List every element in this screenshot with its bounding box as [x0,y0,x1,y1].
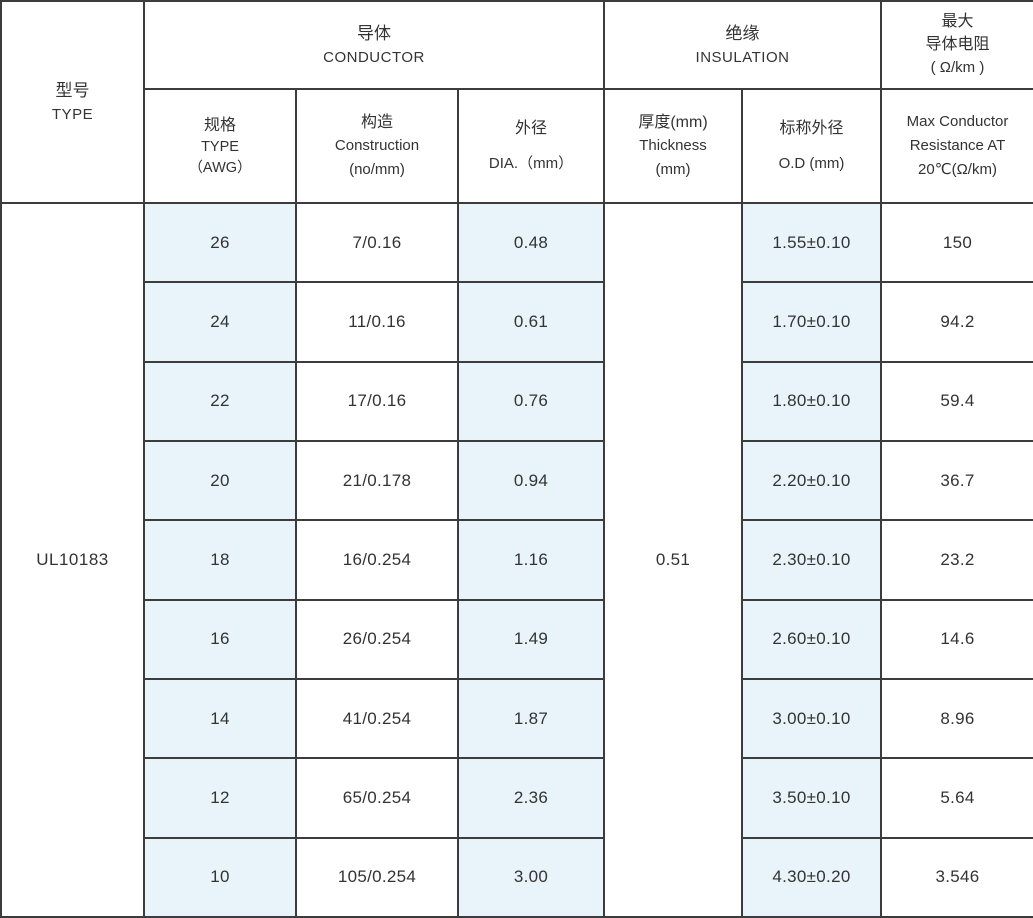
subheader-od: 标称外径 O.D (mm) [741,88,882,204]
subheader-awg-zh: 规格 [203,116,236,134]
awg-cell: 22 [143,360,297,442]
awg-cell: 14 [143,677,297,760]
table-row: 20 21/0.178 0.94 2.20±0.10 36.7 [1,439,1033,522]
table-row: 22 17/0.16 0.76 1.80±0.10 59.4 [1,360,1033,442]
resistance-cell: 5.64 [880,757,1033,839]
construction-cell: 17/0.16 [295,360,459,442]
awg-cell: 10 [143,836,297,918]
header-conductor-zh: 导体 [357,23,391,43]
resistance-cell: 23.2 [880,519,1033,601]
header-insulation-group: 绝缘 INSULATION [603,0,882,90]
type-value-cell: UL10183 [0,202,145,918]
subheader-thickness-zh: 厚度(mm) [638,113,708,131]
subheader-construction-en: Construction [334,136,420,154]
table-row: 14 41/0.254 1.87 3.00±0.10 8.96 [1,677,1033,760]
table-row: 24 11/0.16 0.61 1.70±0.10 94.2 [1,281,1033,363]
table-row: 10 105/0.254 3.00 4.30±0.20 3.546 [1,836,1033,918]
dia-cell: 2.36 [457,757,605,839]
awg-cell: 20 [143,439,297,522]
header-type: 型号 TYPE [0,0,145,204]
dia-cell: 0.48 [457,201,605,284]
header-type-zh: 型号 [55,80,90,100]
resistance-cell: 59.4 [880,360,1033,442]
awg-cell: 16 [143,598,297,680]
header-resistance-group: 最大 导体电阻 ( Ω/km ) [880,0,1033,90]
resistance-cell: 3.546 [880,836,1033,918]
dia-cell: 0.94 [457,439,605,522]
awg-cell: 26 [143,201,297,284]
awg-cell: 24 [143,281,297,363]
subheader-awg: 规格 TYPE （AWG） [143,88,297,204]
header-insulation-en: INSULATION [695,48,790,66]
dia-cell: 1.49 [457,598,605,680]
subheader-awg-en: TYPE [201,138,239,155]
header-resistance-zh-1: 最大 [941,13,974,30]
od-cell: 2.30±0.10 [741,519,882,601]
table-row: 18 16/0.254 1.16 2.30±0.10 23.2 [1,519,1033,601]
table-row: 16 26/0.254 1.49 2.60±0.10 14.6 [1,598,1033,680]
subheader-od-en: O.D (mm) [778,154,845,172]
construction-cell: 11/0.16 [295,281,459,363]
awg-cell: 12 [143,757,297,839]
subheader-resistance-line1: Max Conductor [906,113,1009,130]
subheader-dia: 外径 DIA.（mm） [457,88,605,204]
construction-cell: 7/0.16 [295,201,459,284]
awg-cell: 18 [143,519,297,601]
construction-cell: 105/0.254 [295,836,459,918]
subheader-dia-zh: 外径 [514,119,547,137]
subheader-thickness-en: Thickness [639,136,707,154]
dia-cell: 3.00 [457,836,605,918]
thickness-value-cell: 0.51 [603,202,743,918]
header-insulation-zh: 绝缘 [725,23,760,43]
dia-cell: 1.16 [457,519,605,601]
subheader-od-zh: 标称外径 [779,119,844,137]
header-conductor-en: CONDUCTOR [323,48,425,66]
construction-cell: 41/0.254 [295,677,459,760]
od-cell: 3.50±0.10 [741,757,882,839]
subheader-thickness-unit: (mm) [655,160,691,178]
od-cell: 4.30±0.20 [741,836,882,918]
subheader-construction-zh: 构造 [360,113,393,131]
subheader-construction-unit: (no/mm) [349,160,405,178]
header-conductor-group: 导体 CONDUCTOR [143,0,605,90]
subheader-awg-unit: （AWG） [188,159,252,176]
subheader-resistance-line3: 20℃(Ω/km) [918,161,997,178]
construction-cell: 26/0.254 [295,598,459,680]
construction-cell: 16/0.254 [295,519,459,601]
od-cell: 3.00±0.10 [741,677,882,760]
header-resistance-zh-2: 导体电阻 [925,36,990,53]
dia-cell: 0.61 [457,281,605,363]
subheader-dia-en: DIA.（mm） [488,154,574,172]
od-cell: 2.60±0.10 [741,598,882,680]
subheader-thickness: 厚度(mm) Thickness (mm) [603,88,743,204]
subheader-resistance: Max Conductor Resistance AT 20℃(Ω/km) [880,88,1033,204]
subheader-construction: 构造 Construction (no/mm) [295,88,459,204]
resistance-cell: 94.2 [880,281,1033,363]
dia-cell: 0.76 [457,360,605,442]
od-cell: 1.70±0.10 [741,281,882,363]
header-type-en: TYPE [51,105,94,123]
subheader-resistance-line2: Resistance AT [909,137,1006,154]
dia-cell: 1.87 [457,677,605,760]
resistance-cell: 14.6 [880,598,1033,680]
construction-cell: 65/0.254 [295,757,459,839]
resistance-cell: 36.7 [880,439,1033,522]
od-cell: 1.80±0.10 [741,360,882,442]
resistance-cell: 150 [880,201,1033,284]
od-cell: 1.55±0.10 [741,201,882,284]
od-cell: 2.20±0.10 [741,439,882,522]
construction-cell: 21/0.178 [295,439,459,522]
header-resistance-unit: ( Ω/km ) [930,59,985,76]
resistance-cell: 8.96 [880,677,1033,760]
table-row: 12 65/0.254 2.36 3.50±0.10 5.64 [1,757,1033,839]
table-row: UL10183 26 7/0.16 0.48 0.51 1.55±0.10 15… [0,201,1033,918]
